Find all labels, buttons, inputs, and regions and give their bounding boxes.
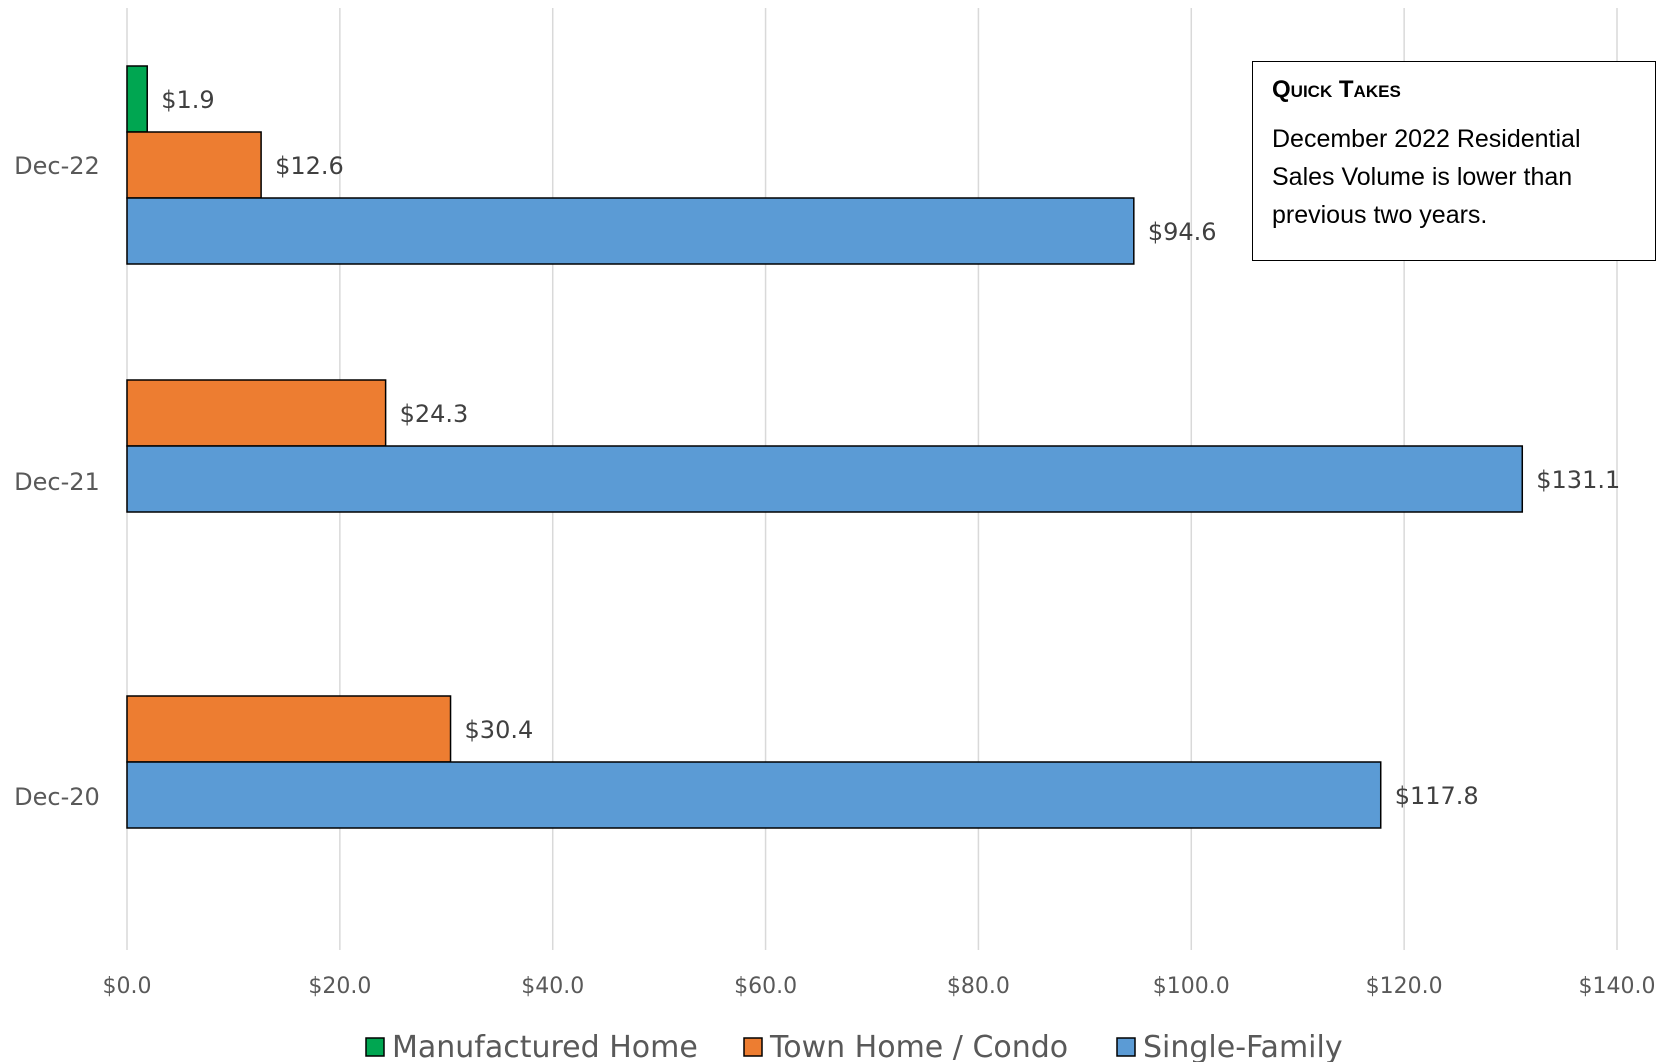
data-label: $117.8 <box>1395 782 1479 810</box>
legend-label: Town Home / Condo <box>769 1030 1068 1062</box>
x-tick-label: $120.0 <box>1366 974 1443 999</box>
category-label: Dec-22 <box>14 152 100 180</box>
data-label: $131.1 <box>1536 466 1620 494</box>
x-tick-label: $80.0 <box>947 974 1010 999</box>
x-tick-label: $20.0 <box>308 974 371 999</box>
x-tick-label: $140.0 <box>1579 974 1656 999</box>
quick-takes-title: Quick Takes <box>1272 76 1401 103</box>
data-label: $94.6 <box>1148 218 1217 246</box>
data-label: $30.4 <box>465 716 534 744</box>
x-tick-label: $0.0 <box>103 974 152 999</box>
data-label: $12.6 <box>275 152 344 180</box>
data-label: $24.3 <box>400 400 469 428</box>
legend-swatch <box>365 1037 385 1057</box>
bar-town-home-condo <box>126 695 452 763</box>
legend-swatch <box>1116 1037 1136 1057</box>
quick-takes-box: Quick Takes December 2022 Residential Sa… <box>1252 61 1656 261</box>
category-labels: Dec-22 Dec-21 Dec-20 <box>14 152 100 811</box>
bars <box>126 65 1524 829</box>
data-labels: $1.9 $12.6 $94.6 $24.3 $131.1 $30.4 $117.8 <box>161 86 1620 810</box>
x-tick-label: $100.0 <box>1153 974 1230 999</box>
legend-label: Manufactured Home <box>392 1030 698 1062</box>
legend: Manufactured Home Town Home / Condo Single… <box>365 1030 1343 1062</box>
quick-takes-body: December 2022 Residential Sales Volume i… <box>1272 125 1581 229</box>
data-label: $1.9 <box>161 86 214 114</box>
x-axis-tick-labels: $0.0 $20.0 $40.0 $60.0 $80.0 $100.0 $120.0 $140… <box>103 974 1656 999</box>
bar-manufactured-home <box>126 65 148 133</box>
legend-label: Single-Family <box>1143 1030 1343 1062</box>
bar-single-family <box>126 761 1382 829</box>
bar-single-family <box>126 445 1524 513</box>
category-label: Dec-20 <box>14 783 100 811</box>
bar-single-family <box>126 197 1135 265</box>
legend-swatch <box>743 1037 763 1057</box>
x-tick-label: $40.0 <box>521 974 584 999</box>
bar-town-home-condo <box>126 379 387 447</box>
category-label: Dec-21 <box>14 468 100 496</box>
bar-town-home-condo <box>126 131 262 199</box>
x-tick-label: $60.0 <box>734 974 797 999</box>
